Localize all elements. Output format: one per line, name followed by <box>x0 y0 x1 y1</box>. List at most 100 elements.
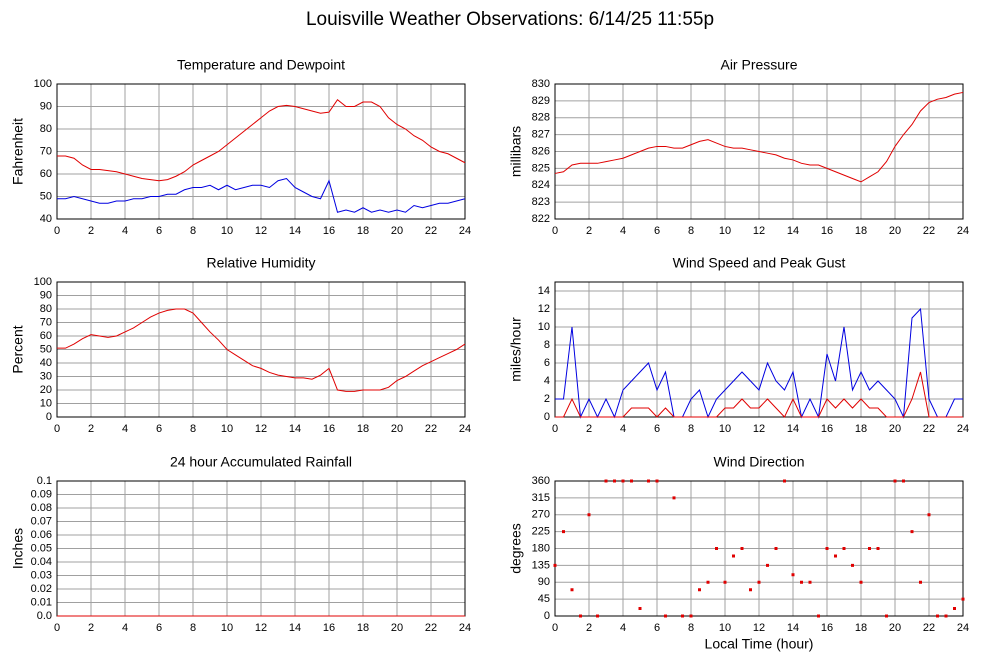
y-tick-label: 0.03 <box>31 569 52 581</box>
chart-title: Air Pressure <box>720 57 797 73</box>
y-tick-label: 827 <box>532 129 550 141</box>
data-point <box>655 479 659 483</box>
data-point <box>876 547 880 550</box>
y-axis-label: miles/hour <box>508 317 524 382</box>
data-point <box>766 563 769 567</box>
y-tick-label: 0.02 <box>31 583 52 595</box>
x-tick-label: 6 <box>654 225 660 237</box>
x-tick-label: 18 <box>855 423 867 435</box>
x-tick-label: 20 <box>889 622 901 634</box>
data-point <box>579 614 582 618</box>
y-tick-label: 2 <box>544 393 550 405</box>
data-point <box>647 479 650 483</box>
x-tick-label: 4 <box>620 225 626 237</box>
x-tick-label: 12 <box>753 622 765 634</box>
x-axis-label: Local Time (hour) <box>705 636 814 652</box>
x-tick-label: 2 <box>586 225 592 237</box>
data-point <box>817 614 820 618</box>
y-tick-label: 826 <box>532 145 550 157</box>
y-axis-label: Fahrenheit <box>10 118 26 185</box>
data-line <box>57 99 466 182</box>
data-point <box>638 607 642 610</box>
plot-frame <box>56 281 466 418</box>
x-tick-label: 6 <box>156 423 162 435</box>
x-tick-label: 0 <box>54 423 60 435</box>
data-point <box>553 563 557 567</box>
data-point <box>834 554 837 558</box>
data-point <box>562 530 565 534</box>
page-title: Louisville Weather Observations: 6/14/25… <box>306 9 714 30</box>
y-tick-label: 10 <box>538 321 550 333</box>
data-point <box>681 614 684 618</box>
y-tick-label: 315 <box>532 492 550 504</box>
x-tick-label: 16 <box>323 225 335 237</box>
y-tick-label: 0.06 <box>31 529 52 541</box>
data-line <box>57 177 466 213</box>
data-point <box>740 547 744 550</box>
x-tick-label: 0 <box>54 225 60 237</box>
x-tick-label: 12 <box>753 423 765 435</box>
data-point <box>732 554 735 558</box>
data-point <box>604 479 608 483</box>
data-point <box>868 547 871 550</box>
x-tick-label: 18 <box>855 225 867 237</box>
x-tick-label: 10 <box>221 423 233 435</box>
x-tick-label: 24 <box>957 423 969 435</box>
y-tick-label: 45 <box>538 593 550 605</box>
x-tick-label: 24 <box>459 622 471 634</box>
y-tick-label: 829 <box>532 95 550 107</box>
x-tick-label: 0 <box>54 622 60 634</box>
data-point <box>630 479 633 483</box>
x-tick-label: 24 <box>957 225 969 237</box>
data-point <box>664 614 667 618</box>
x-tick-label: 24 <box>957 622 969 634</box>
y-tick-label: 40 <box>40 357 52 369</box>
y-tick-label: 90 <box>40 100 52 112</box>
x-tick-label: 0 <box>552 423 558 435</box>
x-tick-label: 4 <box>122 225 128 237</box>
y-tick-label: 6 <box>544 357 550 369</box>
data-line <box>555 371 963 418</box>
x-tick-label: 2 <box>586 622 592 634</box>
y-tick-label: 50 <box>40 343 52 355</box>
x-tick-label: 0 <box>552 622 558 634</box>
y-tick-label: 100 <box>34 78 52 90</box>
x-tick-label: 12 <box>753 225 765 237</box>
y-tick-label: 14 <box>538 285 550 297</box>
y-tick-label: 135 <box>532 559 550 571</box>
x-tick-label: 0 <box>552 225 558 237</box>
plot-frame <box>554 281 964 418</box>
y-tick-label: 10 <box>40 397 52 409</box>
data-point <box>689 614 693 618</box>
y-axis-label: degrees <box>508 523 524 574</box>
x-tick-label: 12 <box>255 622 267 634</box>
x-tick-label: 8 <box>190 423 196 435</box>
y-tick-label: 822 <box>532 213 550 225</box>
x-tick-label: 4 <box>620 622 626 634</box>
data-point <box>944 614 948 618</box>
x-tick-label: 14 <box>787 225 799 237</box>
data-point <box>791 573 795 577</box>
x-tick-label: 2 <box>88 225 94 237</box>
chart-title: Temperature and Dewpoint <box>177 57 345 73</box>
x-tick-label: 12 <box>255 225 267 237</box>
plot-frame <box>554 83 964 220</box>
data-point <box>800 580 803 584</box>
data-point <box>672 496 676 500</box>
y-tick-label: 80 <box>40 303 52 315</box>
data-point <box>859 580 863 584</box>
y-tick-label: 80 <box>40 123 52 135</box>
chart-title: Relative Humidity <box>207 255 316 271</box>
x-tick-label: 22 <box>425 622 437 634</box>
x-tick-label: 10 <box>719 225 731 237</box>
y-tick-label: 90 <box>40 289 52 301</box>
x-tick-label: 6 <box>156 225 162 237</box>
y-tick-label: 8 <box>544 339 550 351</box>
x-tick-label: 14 <box>289 423 301 435</box>
x-tick-label: 24 <box>459 423 471 435</box>
data-point <box>902 479 905 483</box>
data-point <box>757 580 761 584</box>
y-tick-label: 0 <box>544 411 550 423</box>
x-tick-label: 4 <box>122 423 128 435</box>
